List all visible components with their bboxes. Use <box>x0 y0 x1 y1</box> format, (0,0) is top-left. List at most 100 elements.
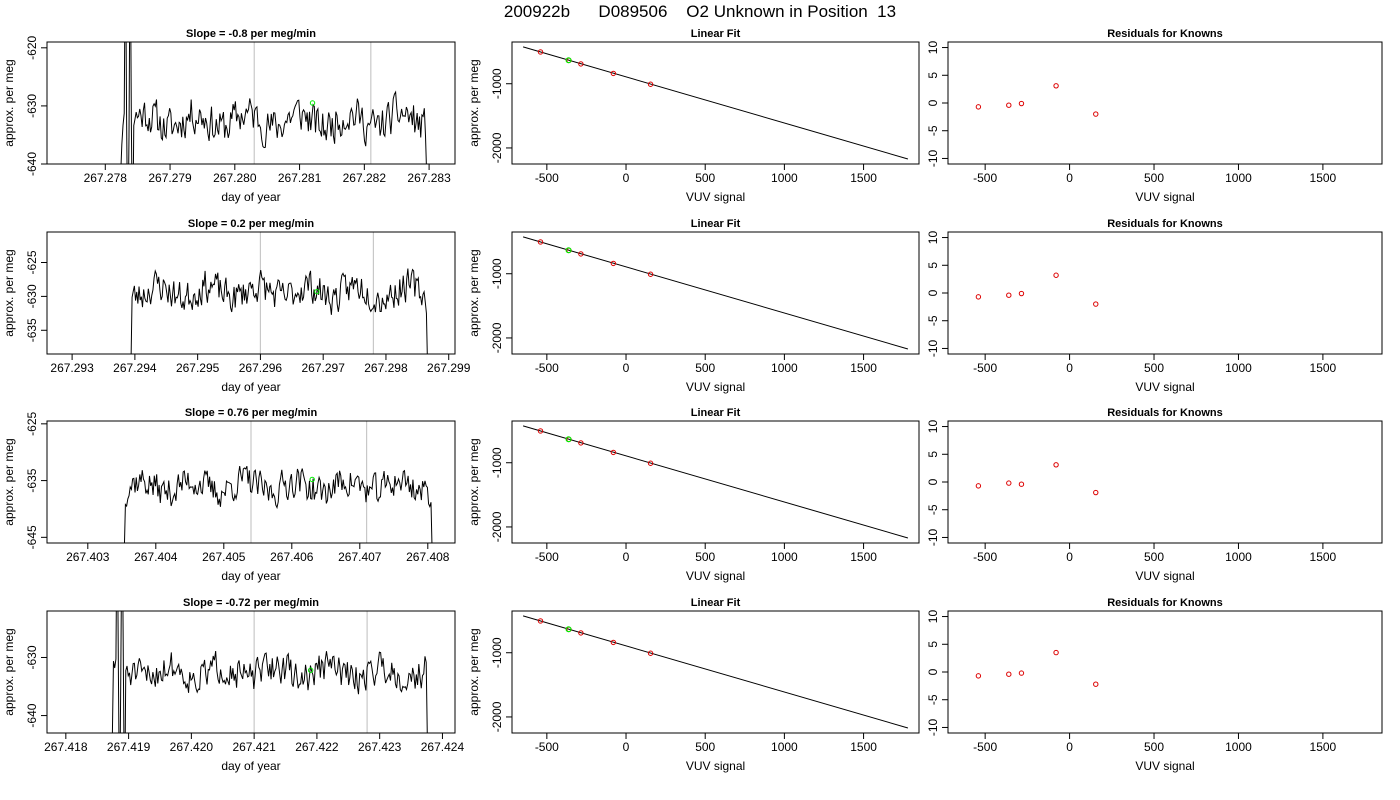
x-tick-label: 267.424 <box>421 740 465 754</box>
x-axis-label: VUV signal <box>686 759 745 773</box>
panel-title: Linear Fit <box>691 407 741 419</box>
x-tick-label: 267.280 <box>213 171 257 185</box>
x-tick-label: -500 <box>535 550 559 564</box>
residual-point <box>1006 671 1012 677</box>
x-tick-label: 267.295 <box>176 361 220 375</box>
panel-timeseries-row-1: Slope = -0.8 per meg/min day of year appro… <box>2 28 456 204</box>
y-tick-label: 10 <box>926 610 940 624</box>
panel-title: Linear Fit <box>691 28 741 40</box>
known-point <box>578 251 584 257</box>
x-tick-label: 267.283 <box>407 171 451 185</box>
residual-point <box>1053 272 1059 278</box>
known-point <box>610 260 617 267</box>
panel-title: Residuals for Knowns <box>1107 28 1223 40</box>
y-tick-label: -10 <box>926 718 940 736</box>
x-tick-label: 1000 <box>1225 171 1252 185</box>
x-tick-label: 1500 <box>1310 740 1337 754</box>
timeseries-line <box>123 465 433 543</box>
y-tick-label: -1000 <box>490 68 504 99</box>
x-tick-label: 1000 <box>1225 550 1252 564</box>
x-tick-label: 0 <box>1066 550 1073 564</box>
known-point <box>537 618 544 624</box>
plot-frame <box>511 420 920 544</box>
y-tick-label: -10 <box>926 528 940 546</box>
residual-point <box>1053 462 1059 468</box>
y-tick-label: -2000 <box>490 701 504 732</box>
y-tick-label: 10 <box>926 231 940 245</box>
residual-point <box>1093 681 1099 687</box>
plot-frame <box>947 420 1383 544</box>
x-tick-label: 267.407 <box>338 550 382 564</box>
x-tick-label: 1000 <box>771 171 798 185</box>
known-point <box>647 460 654 466</box>
x-tick-label: -500 <box>973 740 997 754</box>
x-tick-label: 267.282 <box>343 171 387 185</box>
residual-point <box>975 104 982 110</box>
x-tick-label: 1000 <box>1225 740 1252 754</box>
x-tick-label: 267.405 <box>202 550 246 564</box>
x-tick-label: 267.296 <box>239 361 283 375</box>
y-tick-label: -2000 <box>490 511 504 542</box>
plot-frame <box>511 610 920 734</box>
x-tick-label: 267.420 <box>170 740 214 754</box>
unknown-point <box>565 247 572 254</box>
x-tick-label: 267.406 <box>270 550 314 564</box>
x-tick-label: 0 <box>1066 361 1073 375</box>
x-tick-label: 267.421 <box>232 740 276 754</box>
fit-line <box>522 425 909 539</box>
panel-title: Slope = 0.76 per meg/min <box>185 407 318 419</box>
x-tick-label: -500 <box>973 550 997 564</box>
y-tick-label: 0 <box>926 668 940 675</box>
y-axis-label: approx. per meg <box>467 628 481 715</box>
x-tick-label: 0 <box>623 550 630 564</box>
residual-point <box>1053 83 1059 89</box>
y-tick-label: 0 <box>926 289 940 296</box>
x-axis-label: day of year <box>221 380 280 394</box>
plot-area <box>522 46 909 160</box>
y-tick-label: 5 <box>926 262 940 269</box>
known-point <box>537 239 544 245</box>
plot-frame <box>947 610 1383 734</box>
y-tick-label: -630 <box>25 645 39 669</box>
x-axis-label: VUV signal <box>1135 759 1194 773</box>
known-point <box>647 650 654 656</box>
y-tick-label: -10 <box>926 339 940 357</box>
plot-area <box>522 425 909 539</box>
y-tick-label: -1000 <box>490 447 504 478</box>
x-tick-label: 267.279 <box>148 171 192 185</box>
x-tick-label: 1500 <box>1310 550 1337 564</box>
plot-area <box>975 83 1099 117</box>
x-tick-label: 1500 <box>1310 361 1337 375</box>
y-axis-label: approx. per meg <box>467 59 481 146</box>
y-tick-label: -2000 <box>490 132 504 163</box>
y-axis-label: approx. per meg <box>2 628 16 715</box>
x-tick-label: 500 <box>1144 361 1164 375</box>
x-axis-label: VUV signal <box>1135 190 1194 204</box>
known-point <box>647 271 654 277</box>
x-tick-label: 267.404 <box>134 550 178 564</box>
y-tick-label: 10 <box>926 420 940 434</box>
x-tick-label: 1000 <box>1225 361 1252 375</box>
x-tick-label: 0 <box>623 171 630 185</box>
y-tick-label: -620 <box>25 35 39 59</box>
y-tick-label: 5 <box>926 72 940 79</box>
x-tick-label: 1000 <box>771 550 798 564</box>
x-tick-label: 500 <box>695 361 715 375</box>
panel-title: Linear Fit <box>691 218 741 230</box>
y-tick-label: -1000 <box>490 258 504 289</box>
y-tick-label: -5 <box>926 694 940 705</box>
residual-point <box>975 294 982 300</box>
residual-point <box>1093 301 1099 307</box>
x-tick-label: 0 <box>623 361 630 375</box>
known-point <box>578 61 584 67</box>
y-tick-label: -625 <box>25 250 39 274</box>
y-tick-label: -630 <box>25 94 39 118</box>
y-tick-label: -625 <box>25 412 39 436</box>
residual-point <box>975 673 982 679</box>
known-point <box>610 449 617 456</box>
known-point <box>578 440 584 446</box>
x-tick-label: 267.418 <box>44 740 88 754</box>
fit-line <box>522 236 909 350</box>
panel-title: Slope = -0.8 per meg/min <box>186 28 316 40</box>
plot-area <box>522 615 909 729</box>
